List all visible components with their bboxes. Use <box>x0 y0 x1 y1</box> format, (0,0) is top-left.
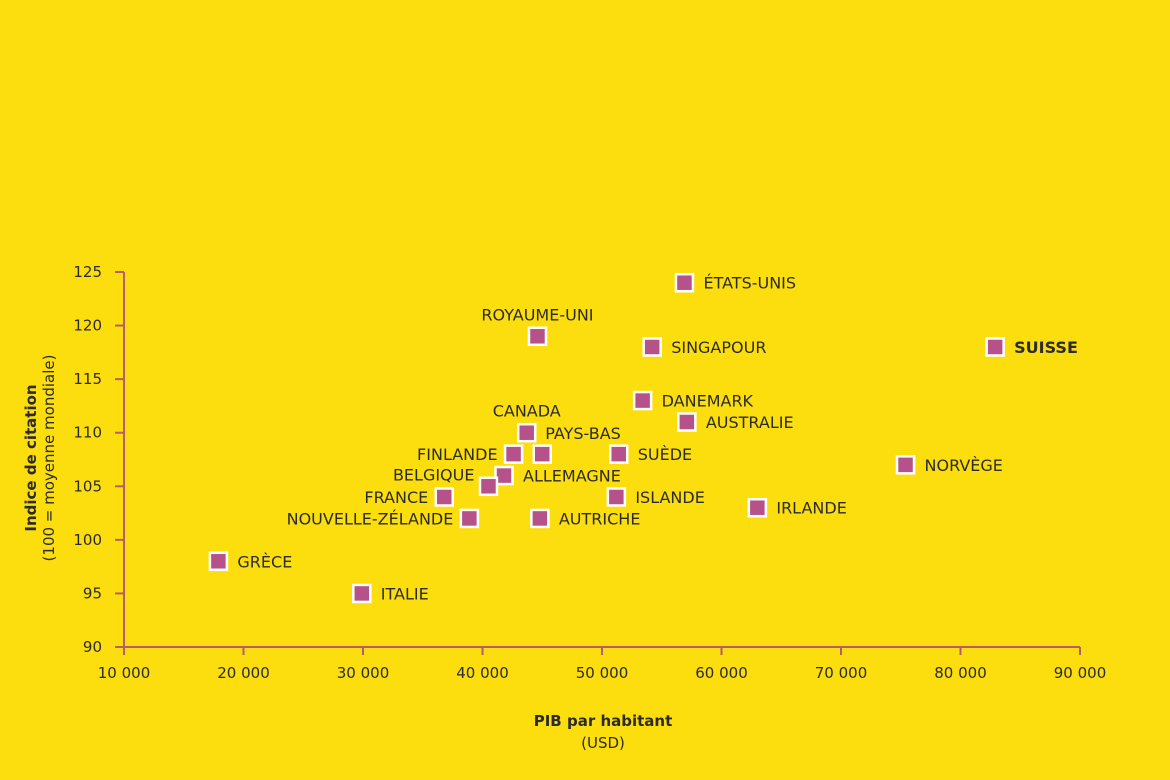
point-label: FRANCE <box>364 488 428 507</box>
x-axis-unit: (USD) <box>581 734 625 752</box>
point-marker <box>985 337 1005 357</box>
data-point: PAYS-BAS <box>532 424 621 464</box>
data-points: ÉTATS-UNIS ROYAUME-UNI SINGAPOUR SUISSE DANE… <box>208 272 1078 604</box>
x-tick-label: 90 000 <box>1054 664 1107 682</box>
axes: 10 000 20 000 30 000 40 000 50 000 60 000 70 0… <box>73 263 1106 682</box>
point-label: DANEMARK <box>662 392 754 411</box>
point-label: IRLANDE <box>776 499 846 518</box>
y-tick-label: 115 <box>73 370 102 388</box>
point-marker <box>606 487 627 507</box>
point-label: ITALIE <box>381 584 429 603</box>
x-tick-label: 80 000 <box>934 664 987 682</box>
y-tick-label: 105 <box>73 477 102 495</box>
data-point: ROYAUME-UNI <box>481 305 594 347</box>
point-marker <box>608 444 629 464</box>
point-label: AUTRICHE <box>559 509 641 528</box>
point-label: ISLANDE <box>635 488 705 507</box>
y-tick-label: 120 <box>73 317 102 335</box>
point-label: BELGIQUE <box>393 465 475 484</box>
data-point: SINGAPOUR <box>642 337 766 357</box>
data-point: AUSTRALIE <box>677 412 794 432</box>
data-point: NOUVELLE-ZÉLANDE <box>287 508 480 529</box>
point-marker <box>478 476 499 497</box>
point-label: CANADA <box>493 402 561 421</box>
data-point: AUTRICHE <box>530 508 641 529</box>
point-marker <box>434 487 455 507</box>
point-marker <box>494 465 514 486</box>
data-point: SUÈDE <box>608 444 692 464</box>
data-point: CANADA <box>493 402 561 443</box>
data-point: ALLEMAGNE <box>494 465 621 486</box>
x-tick-label: 70 000 <box>815 664 868 682</box>
point-marker <box>677 412 697 432</box>
x-tick-label: 40 000 <box>456 664 509 682</box>
data-point: NORVÈGE <box>895 455 1003 475</box>
point-marker <box>642 337 662 357</box>
point-marker <box>208 551 229 572</box>
x-tick-label: 50 000 <box>576 664 629 682</box>
point-label: GRÈCE <box>237 552 292 571</box>
data-point: BELGIQUE <box>393 465 499 497</box>
point-label: FINLANDE <box>417 445 498 464</box>
x-axis-title: PIB par habitant <box>534 712 673 730</box>
data-point: ÉTATS-UNIS <box>674 272 796 293</box>
x-tick-label: 60 000 <box>695 664 748 682</box>
data-point: ISLANDE <box>606 487 705 507</box>
y-tick-label: 110 <box>73 424 102 442</box>
y-tick-label: 100 <box>73 531 102 549</box>
data-point: FRANCE <box>364 487 455 507</box>
point-marker <box>527 326 548 347</box>
point-label: NOUVELLE-ZÉLANDE <box>287 509 454 528</box>
data-point: SUISSE <box>985 337 1078 357</box>
data-point: GRÈCE <box>208 551 292 572</box>
axis-titles: PIB par habitant (USD) Indice de citatio… <box>22 355 672 752</box>
point-marker <box>895 455 916 475</box>
point-label: SUISSE <box>1014 338 1078 357</box>
y-tick-label: 125 <box>73 263 102 281</box>
point-label: ÉTATS-UNIS <box>703 274 796 293</box>
point-marker <box>530 508 550 529</box>
y-axis-unit: (100 = moyenne mondiale) <box>40 355 58 562</box>
data-point: DANEMARK <box>632 390 754 411</box>
y-axis-title: Indice de citation <box>22 384 40 531</box>
point-marker <box>674 272 695 293</box>
point-label: ALLEMAGNE <box>523 467 621 486</box>
y-tick-label: 95 <box>83 584 102 602</box>
point-marker <box>747 497 768 518</box>
point-marker <box>459 508 480 529</box>
point-label: NORVÈGE <box>925 456 1003 475</box>
x-tick-label: 30 000 <box>337 664 390 682</box>
point-marker <box>516 422 537 443</box>
y-tick-label: 90 <box>83 638 102 656</box>
point-marker <box>352 583 372 604</box>
data-point: IRLANDE <box>747 497 847 518</box>
data-point: FINLANDE <box>417 444 524 464</box>
point-marker <box>532 444 552 464</box>
data-point: ITALIE <box>352 583 429 604</box>
point-label: SUÈDE <box>638 445 692 464</box>
point-label: AUSTRALIE <box>706 413 794 432</box>
point-marker <box>503 444 524 464</box>
point-label: ROYAUME-UNI <box>481 305 593 324</box>
point-marker <box>632 390 653 411</box>
x-tick-label: 10 000 <box>98 664 151 682</box>
x-tick-label: 20 000 <box>217 664 270 682</box>
point-label: PAYS-BAS <box>545 424 621 443</box>
point-label: SINGAPOUR <box>671 338 766 357</box>
